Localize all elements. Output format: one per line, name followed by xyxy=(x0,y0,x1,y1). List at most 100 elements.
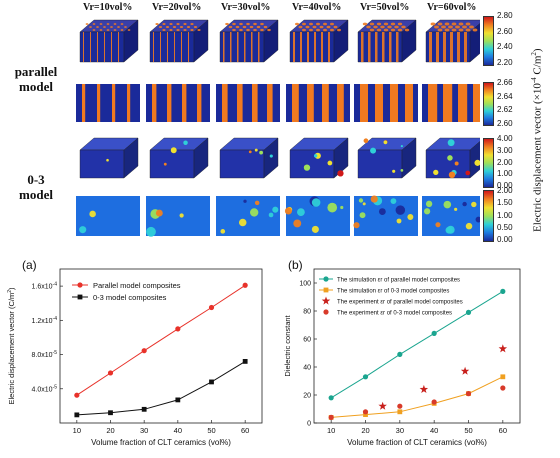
particle-slice-1 xyxy=(76,196,140,236)
colorbar-2 xyxy=(483,82,494,126)
col-label-1: Vr=10vol% xyxy=(83,2,133,13)
cube-dot xyxy=(469,25,474,29)
x-tick-label: 60 xyxy=(499,426,507,435)
x-tick-label: 10 xyxy=(73,426,81,435)
cube-dot xyxy=(333,25,338,29)
particle-slice-5 xyxy=(353,195,418,236)
cube-front xyxy=(149,149,195,179)
slice-particle xyxy=(155,209,163,217)
cube-dot xyxy=(362,22,368,26)
cube-dot xyxy=(169,28,173,32)
cube-side xyxy=(193,19,209,63)
cube-dot xyxy=(232,22,236,26)
simulation-figure: Vr=10vol% Vr=20vol% Vr=30vol% Vr=40vol% … xyxy=(10,2,544,244)
y-axis-label-end: ) xyxy=(7,287,16,290)
cube-stripe xyxy=(223,32,225,62)
cube-dot xyxy=(434,25,439,29)
cube-dot xyxy=(232,28,236,32)
data-point xyxy=(500,288,506,294)
cube-dot xyxy=(319,25,324,29)
slice-particle xyxy=(465,222,473,230)
slice-particle xyxy=(370,195,378,203)
cube-dot xyxy=(451,28,457,32)
cube-particle xyxy=(400,144,403,148)
slice-particle xyxy=(297,208,305,217)
cube-dot xyxy=(179,25,184,29)
data-point xyxy=(328,414,334,420)
cube-dot xyxy=(366,25,371,29)
colorbar-1-tick: 2.40 xyxy=(497,42,513,52)
cube-stripe xyxy=(111,32,112,62)
cube-dot xyxy=(113,23,117,25)
legend-label: Parallel model composites xyxy=(93,281,181,290)
cube-stripe xyxy=(237,32,239,62)
cube-dot xyxy=(186,25,191,29)
cube-dot xyxy=(380,25,385,29)
slice-stripe xyxy=(267,84,273,122)
data-point xyxy=(465,391,472,397)
x-axis-label: Volume fraction of CLT ceramics (vol%) xyxy=(91,438,231,447)
colorbar-title-text: Electric displacement vector (×10 xyxy=(531,83,544,232)
colorbar-2-tick: 2.60 xyxy=(497,118,513,128)
cube-dot xyxy=(120,29,124,31)
cube-dot xyxy=(441,25,446,29)
cube-dot xyxy=(458,28,464,32)
cube-stripe xyxy=(307,32,309,62)
legend-label: The experiment εr of parallel model comp… xyxy=(337,300,463,306)
cube-front xyxy=(357,149,403,179)
y-axis-label-sup: 2 xyxy=(7,290,13,293)
row-label-parallel: parallel model xyxy=(10,64,62,94)
colorbar-3-tick: 0.00 xyxy=(497,181,513,190)
colorbar-title-sup2: 2 xyxy=(530,52,538,56)
cube-stripe xyxy=(375,32,378,62)
cube-dot xyxy=(387,25,392,29)
data-point xyxy=(242,359,248,364)
colorbar-2-tick: 2.62 xyxy=(497,105,513,115)
colorbar-4 xyxy=(483,190,494,242)
data-point xyxy=(175,397,181,403)
cube-dot xyxy=(330,22,334,26)
cube-dot xyxy=(390,22,396,26)
row-label-parallel-line2: model xyxy=(19,79,53,94)
cube-dot xyxy=(465,22,471,26)
legend-marker xyxy=(321,296,331,305)
cube-dot xyxy=(110,26,113,28)
cube-particle xyxy=(447,155,453,161)
cube-dot xyxy=(369,22,375,26)
legend-marker xyxy=(323,309,329,315)
parallel-slice-1 xyxy=(76,84,140,122)
cube-stripe xyxy=(153,32,154,62)
cube-dot xyxy=(99,29,103,31)
cube-dot xyxy=(190,22,194,26)
colorbar-4-tick: 1.50 xyxy=(497,198,513,208)
panel-label-a: (a) xyxy=(22,258,37,272)
cube-stripe xyxy=(97,32,98,62)
particle-cube-3 xyxy=(219,137,279,179)
cube-stripe xyxy=(230,32,232,62)
cube-particle xyxy=(269,154,273,158)
legend-marker xyxy=(77,282,83,288)
cube-dot xyxy=(263,25,268,29)
y-tick-label: 60 xyxy=(303,337,311,344)
cube-stripe xyxy=(300,32,302,62)
cube-dot xyxy=(155,22,159,26)
slice-stripe xyxy=(322,84,329,122)
slice-stripe xyxy=(428,84,438,122)
legend-label: The experiment εr of 0-3 model composite… xyxy=(337,311,452,317)
cube-dot xyxy=(437,28,443,32)
parallel-cube-2 xyxy=(149,19,209,63)
data-point xyxy=(74,412,80,418)
colorbar-3 xyxy=(483,138,494,188)
data-point xyxy=(242,282,248,288)
x-tick-label: 30 xyxy=(140,426,148,435)
colorbar-1-tick: 2.60 xyxy=(497,26,513,36)
data-point xyxy=(141,348,147,354)
cube-stripe xyxy=(457,32,460,62)
cube-dot xyxy=(437,22,443,26)
slice-particle xyxy=(340,205,344,210)
slice-particle xyxy=(311,225,319,233)
data-point xyxy=(431,399,437,405)
slice-particle xyxy=(445,226,453,234)
cube-dot xyxy=(302,22,306,26)
data-point xyxy=(460,366,470,375)
